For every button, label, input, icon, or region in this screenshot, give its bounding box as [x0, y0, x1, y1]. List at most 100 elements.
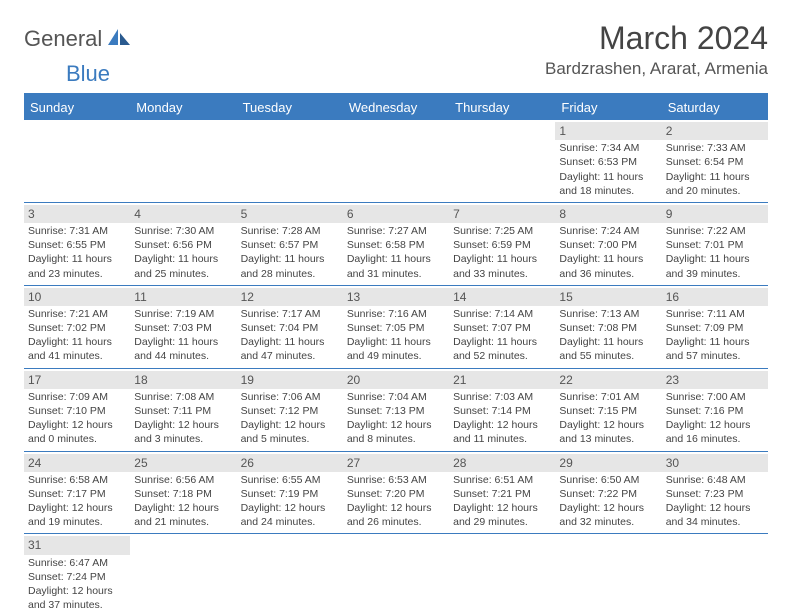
day-details: Sunrise: 7:09 AMSunset: 7:10 PMDaylight:… — [28, 390, 126, 447]
day-details: Sunrise: 7:01 AMSunset: 7:15 PMDaylight:… — [559, 390, 657, 447]
day-details: Sunrise: 7:22 AMSunset: 7:01 PMDaylight:… — [666, 224, 764, 281]
day-details: Sunrise: 7:34 AMSunset: 6:53 PMDaylight:… — [559, 141, 657, 198]
calendar-cell-empty — [449, 534, 555, 616]
day-number: 18 — [130, 371, 236, 389]
calendar-cell: 12Sunrise: 7:17 AMSunset: 7:04 PMDayligh… — [237, 285, 343, 368]
day-number: 20 — [343, 371, 449, 389]
calendar-cell: 1Sunrise: 7:34 AMSunset: 6:53 PMDaylight… — [555, 120, 661, 202]
day-number: 7 — [449, 205, 555, 223]
day-details: Sunrise: 7:31 AMSunset: 6:55 PMDaylight:… — [28, 224, 126, 281]
calendar-cell: 9Sunrise: 7:22 AMSunset: 7:01 PMDaylight… — [662, 202, 768, 285]
day-number: 25 — [130, 454, 236, 472]
day-header: Saturday — [662, 95, 768, 120]
calendar-cell: 22Sunrise: 7:01 AMSunset: 7:15 PMDayligh… — [555, 368, 661, 451]
day-number: 14 — [449, 288, 555, 306]
day-number: 4 — [130, 205, 236, 223]
day-number: 13 — [343, 288, 449, 306]
calendar-cell: 15Sunrise: 7:13 AMSunset: 7:08 PMDayligh… — [555, 285, 661, 368]
month-title: March 2024 — [545, 20, 768, 57]
location: Bardzrashen, Ararat, Armenia — [545, 59, 768, 79]
day-details: Sunrise: 7:14 AMSunset: 7:07 PMDaylight:… — [453, 307, 551, 364]
day-details: Sunrise: 7:17 AMSunset: 7:04 PMDaylight:… — [241, 307, 339, 364]
calendar-cell-empty — [237, 120, 343, 202]
day-number: 5 — [237, 205, 343, 223]
day-details: Sunrise: 7:06 AMSunset: 7:12 PMDaylight:… — [241, 390, 339, 447]
calendar-cell: 27Sunrise: 6:53 AMSunset: 7:20 PMDayligh… — [343, 451, 449, 534]
calendar-cell-empty — [237, 534, 343, 616]
calendar-row: 17Sunrise: 7:09 AMSunset: 7:10 PMDayligh… — [24, 368, 768, 451]
day-number: 21 — [449, 371, 555, 389]
day-header-row: SundayMondayTuesdayWednesdayThursdayFrid… — [24, 95, 768, 120]
day-details: Sunrise: 7:24 AMSunset: 7:00 PMDaylight:… — [559, 224, 657, 281]
day-details: Sunrise: 7:13 AMSunset: 7:08 PMDaylight:… — [559, 307, 657, 364]
day-details: Sunrise: 6:58 AMSunset: 7:17 PMDaylight:… — [28, 473, 126, 530]
day-number: 6 — [343, 205, 449, 223]
calendar-cell-empty — [130, 120, 236, 202]
calendar-cell: 20Sunrise: 7:04 AMSunset: 7:13 PMDayligh… — [343, 368, 449, 451]
day-number: 28 — [449, 454, 555, 472]
day-details: Sunrise: 6:55 AMSunset: 7:19 PMDaylight:… — [241, 473, 339, 530]
calendar-cell: 29Sunrise: 6:50 AMSunset: 7:22 PMDayligh… — [555, 451, 661, 534]
day-number: 30 — [662, 454, 768, 472]
calendar-row: 10Sunrise: 7:21 AMSunset: 7:02 PMDayligh… — [24, 285, 768, 368]
day-details: Sunrise: 6:47 AMSunset: 7:24 PMDaylight:… — [28, 556, 126, 613]
calendar-cell: 14Sunrise: 7:14 AMSunset: 7:07 PMDayligh… — [449, 285, 555, 368]
day-details: Sunrise: 7:28 AMSunset: 6:57 PMDaylight:… — [241, 224, 339, 281]
logo-sail-icon — [106, 27, 132, 52]
day-details: Sunrise: 7:27 AMSunset: 6:58 PMDaylight:… — [347, 224, 445, 281]
calendar-row: 24Sunrise: 6:58 AMSunset: 7:17 PMDayligh… — [24, 451, 768, 534]
calendar-cell: 17Sunrise: 7:09 AMSunset: 7:10 PMDayligh… — [24, 368, 130, 451]
day-header: Sunday — [24, 95, 130, 120]
day-number: 26 — [237, 454, 343, 472]
logo-word2: Blue — [66, 61, 110, 87]
calendar-cell: 28Sunrise: 6:51 AMSunset: 7:21 PMDayligh… — [449, 451, 555, 534]
day-number: 3 — [24, 205, 130, 223]
day-details: Sunrise: 7:19 AMSunset: 7:03 PMDaylight:… — [134, 307, 232, 364]
day-details: Sunrise: 7:16 AMSunset: 7:05 PMDaylight:… — [347, 307, 445, 364]
day-number: 22 — [555, 371, 661, 389]
day-header: Thursday — [449, 95, 555, 120]
calendar-cell: 19Sunrise: 7:06 AMSunset: 7:12 PMDayligh… — [237, 368, 343, 451]
calendar-cell-empty — [662, 534, 768, 616]
day-number: 10 — [24, 288, 130, 306]
calendar-cell-empty — [24, 120, 130, 202]
calendar-cell: 24Sunrise: 6:58 AMSunset: 7:17 PMDayligh… — [24, 451, 130, 534]
day-number: 1 — [555, 122, 661, 140]
day-number: 16 — [662, 288, 768, 306]
calendar-body: 1Sunrise: 7:34 AMSunset: 6:53 PMDaylight… — [24, 120, 768, 616]
day-details: Sunrise: 7:33 AMSunset: 6:54 PMDaylight:… — [666, 141, 764, 198]
calendar-cell: 4Sunrise: 7:30 AMSunset: 6:56 PMDaylight… — [130, 202, 236, 285]
day-number: 23 — [662, 371, 768, 389]
day-details: Sunrise: 6:53 AMSunset: 7:20 PMDaylight:… — [347, 473, 445, 530]
day-details: Sunrise: 6:56 AMSunset: 7:18 PMDaylight:… — [134, 473, 232, 530]
day-details: Sunrise: 7:30 AMSunset: 6:56 PMDaylight:… — [134, 224, 232, 281]
calendar-cell: 18Sunrise: 7:08 AMSunset: 7:11 PMDayligh… — [130, 368, 236, 451]
logo: General — [24, 26, 134, 52]
calendar-cell: 31 Sunrise: 6:47 AMSunset: 7:24 PMDayligh… — [24, 534, 130, 616]
calendar-cell-empty — [555, 534, 661, 616]
day-number: 31 — [24, 536, 130, 554]
day-number: 12 — [237, 288, 343, 306]
calendar-row: 31 Sunrise: 6:47 AMSunset: 7:24 PMDayligh… — [24, 534, 768, 616]
day-details: Sunrise: 7:25 AMSunset: 6:59 PMDaylight:… — [453, 224, 551, 281]
day-details: Sunrise: 6:51 AMSunset: 7:21 PMDaylight:… — [453, 473, 551, 530]
calendar-cell: 6Sunrise: 7:27 AMSunset: 6:58 PMDaylight… — [343, 202, 449, 285]
day-number: 11 — [130, 288, 236, 306]
calendar-cell: 8Sunrise: 7:24 AMSunset: 7:00 PMDaylight… — [555, 202, 661, 285]
day-number: 27 — [343, 454, 449, 472]
day-number: 2 — [662, 122, 768, 140]
day-header: Tuesday — [237, 95, 343, 120]
calendar-cell: 10Sunrise: 7:21 AMSunset: 7:02 PMDayligh… — [24, 285, 130, 368]
day-number: 9 — [662, 205, 768, 223]
day-details: Sunrise: 7:21 AMSunset: 7:02 PMDaylight:… — [28, 307, 126, 364]
calendar-cell: 2Sunrise: 7:33 AMSunset: 6:54 PMDaylight… — [662, 120, 768, 202]
day-number: 24 — [24, 454, 130, 472]
calendar-cell: 16Sunrise: 7:11 AMSunset: 7:09 PMDayligh… — [662, 285, 768, 368]
day-number: 8 — [555, 205, 661, 223]
day-header: Wednesday — [343, 95, 449, 120]
day-details: Sunrise: 7:03 AMSunset: 7:14 PMDaylight:… — [453, 390, 551, 447]
calendar-cell: 30Sunrise: 6:48 AMSunset: 7:23 PMDayligh… — [662, 451, 768, 534]
calendar-cell: 7Sunrise: 7:25 AMSunset: 6:59 PMDaylight… — [449, 202, 555, 285]
calendar-cell: 26Sunrise: 6:55 AMSunset: 7:19 PMDayligh… — [237, 451, 343, 534]
calendar-cell: 3Sunrise: 7:31 AMSunset: 6:55 PMDaylight… — [24, 202, 130, 285]
